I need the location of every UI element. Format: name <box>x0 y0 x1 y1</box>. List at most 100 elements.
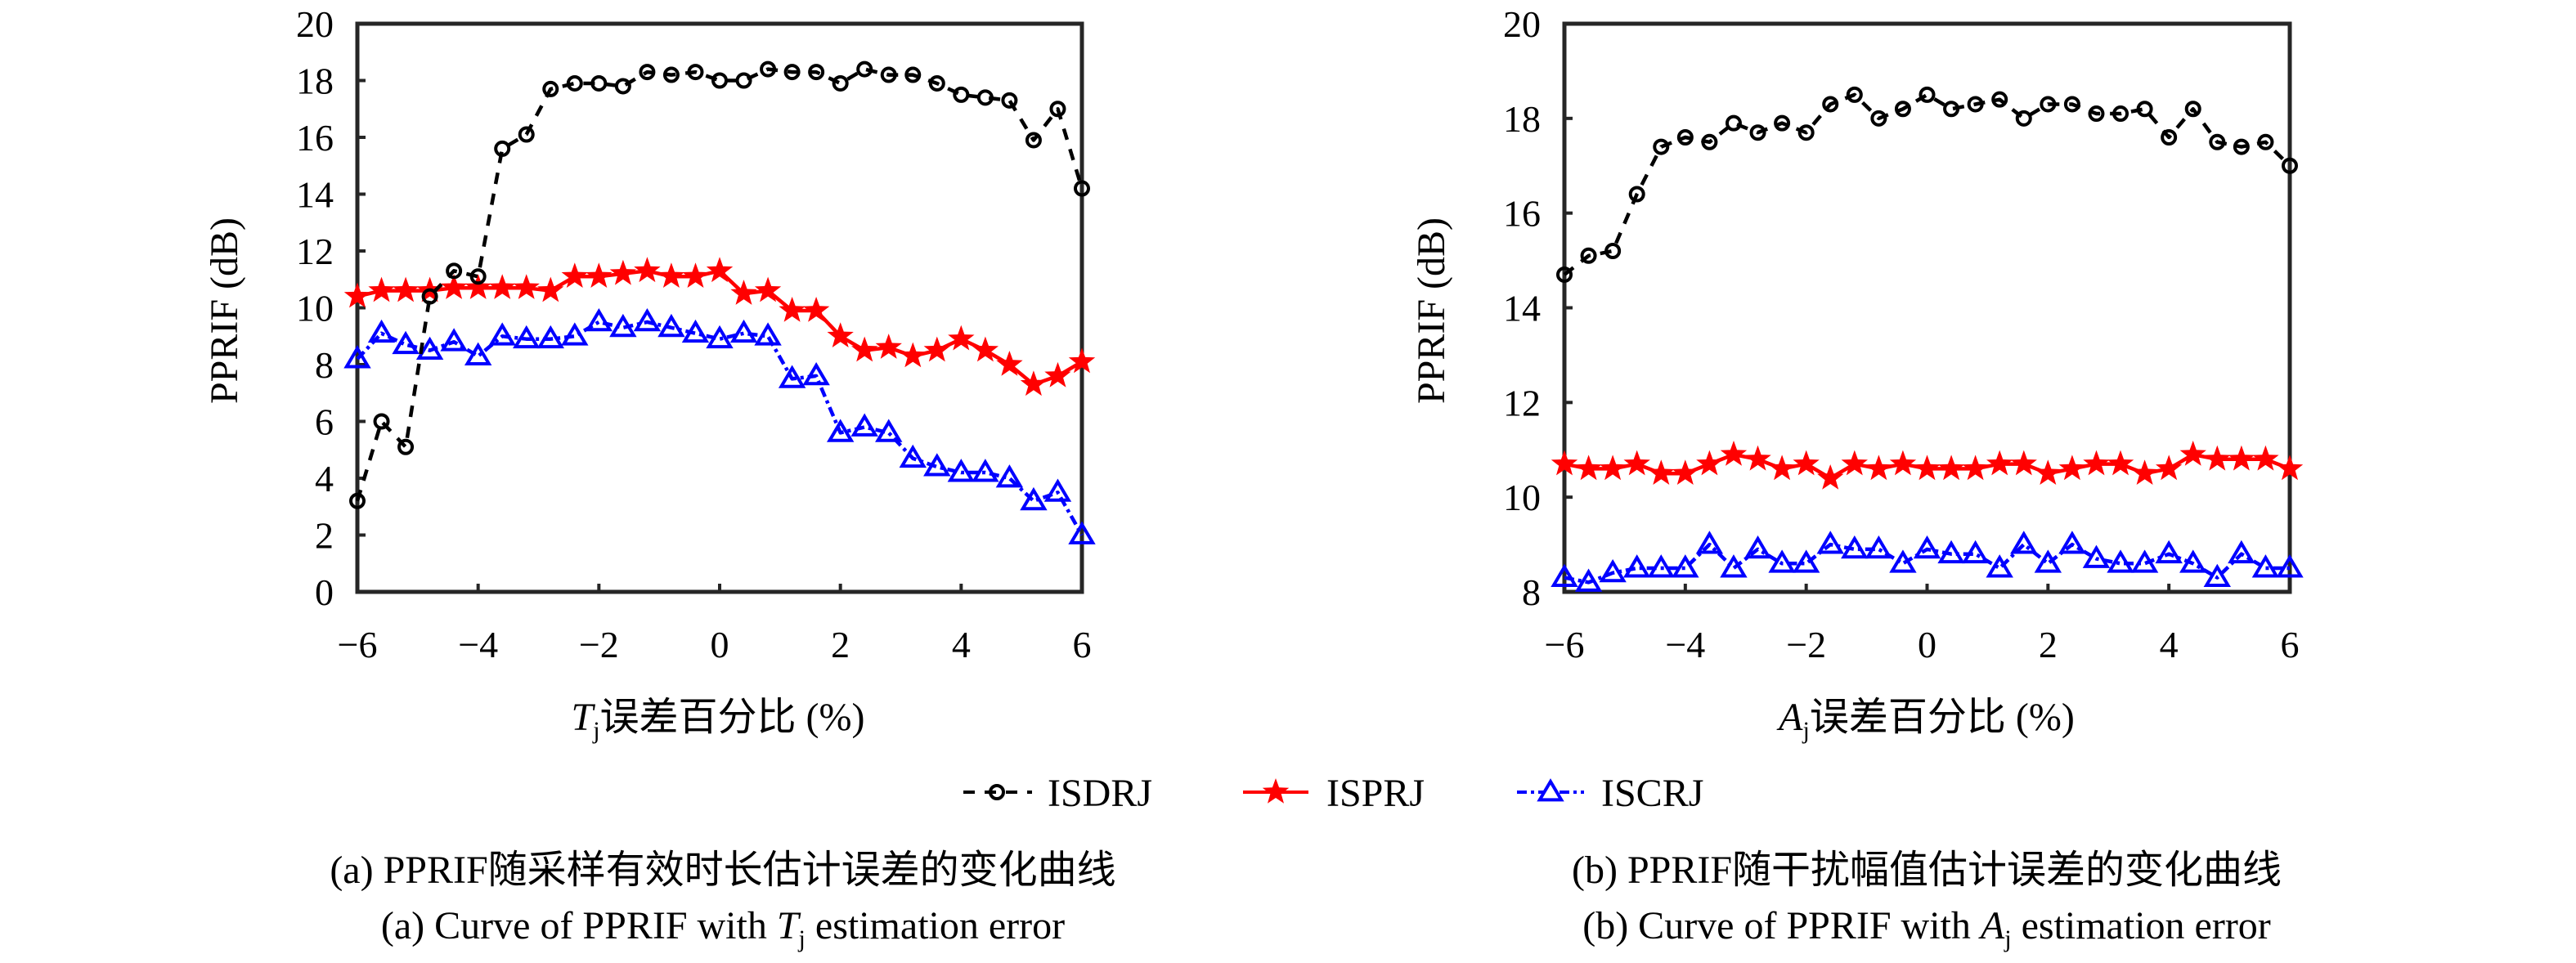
panel-b-point-isdrj <box>1556 266 1573 283</box>
panel-a-point-isdrj <box>1049 101 1066 118</box>
panel-a-xtick-label: 4 <box>952 624 971 665</box>
panel-a-point-isprj <box>851 336 878 362</box>
panel-b-point-isprj <box>1600 455 1627 481</box>
panel-a-point-iscrj <box>802 362 830 386</box>
panel-b-point-isprj <box>2083 450 2110 476</box>
panel-b-xtick-label: −2 <box>1786 624 1826 665</box>
panel-a-point-iscrj <box>1020 486 1048 511</box>
panel-a-point-isdrj <box>349 492 366 509</box>
panel-a-point-isprj <box>513 274 540 299</box>
panel-b-caption-en-sub: j <box>2004 925 2011 952</box>
panel-a-point-iscrj <box>706 325 734 349</box>
panel-a-ytick-label: 8 <box>315 344 334 386</box>
panel-b-point-isdrj <box>1580 247 1597 264</box>
panel-a-point-isprj <box>900 342 927 368</box>
panel-a-point-iscrj <box>657 313 685 338</box>
panel-a-series-isdrj <box>349 60 1090 509</box>
panel-a-point-iscrj <box>536 325 564 349</box>
panel-b-point-isdrj <box>1628 186 1645 203</box>
panel-b-point-isprj <box>1962 455 1989 481</box>
panel-a-caption-en-sub: j <box>798 925 806 952</box>
panel-b-line-iscrj <box>1564 542 2290 585</box>
panel-b-point-iscrj <box>2228 540 2255 564</box>
panel-b-point-isprj <box>1841 450 1868 476</box>
panel-a-xtick-label: −2 <box>579 624 619 665</box>
panel-a-point-iscrj <box>899 444 927 468</box>
panel-b-caption-en-var: A <box>1978 904 2005 947</box>
panel-a-point-isprj <box>561 262 588 288</box>
panel-b-point-isdrj <box>1870 110 1887 127</box>
panel-b-point-isdrj <box>2233 138 2250 155</box>
legend-isdrj-marker <box>989 784 1005 800</box>
panel-b-point-isprj <box>1744 445 1771 471</box>
panel-a-point-isdrj <box>953 86 970 103</box>
panel-a-point-isdrj <box>904 66 922 83</box>
panel-b-point-isprj <box>1720 441 1748 466</box>
panel-b-point-iscrj <box>2107 549 2134 573</box>
panel-a-point-iscrj <box>826 419 855 442</box>
panel-a-xtick-label: 0 <box>711 624 729 665</box>
panel-b-point-iscrj <box>2203 563 2232 588</box>
panel-a-point-isdrj <box>469 268 487 285</box>
legend: ISDRJ ISPRJ ISCRJ <box>962 772 1703 815</box>
legend-item-isdrj: ISDRJ <box>962 772 1152 815</box>
panel-b-point-isprj <box>1914 455 1941 481</box>
panel-b-point-isdrj <box>1846 86 1863 103</box>
panel-a-point-isdrj <box>760 60 777 78</box>
panel-b-xtick-label: −4 <box>1665 624 1705 665</box>
panel-b-point-isprj <box>1889 450 1917 476</box>
panel-b-point-isdrj <box>1701 133 1718 150</box>
panel-a-point-iscrj <box>947 459 976 482</box>
panel-b-ylabel: PPRIF (dB) <box>1410 217 1453 404</box>
panel-b-point-isdrj <box>2112 105 2129 123</box>
panel-a-line-isdrj <box>355 67 1084 502</box>
panel-a-point-isdrj <box>397 438 415 455</box>
panel-a-ytick-label: 2 <box>315 515 334 557</box>
panel-b-point-iscrj <box>1816 531 1844 554</box>
panel-a-point-iscrj <box>367 319 396 343</box>
panel-b-point-isprj <box>2035 459 2062 485</box>
panel-b-series-isprj <box>1551 441 2304 490</box>
panel-b-point-isdrj <box>2015 110 2032 127</box>
panel-a-xlabel: Tj误差百分比 (%) <box>571 696 864 744</box>
panel-a-point-isdrj <box>1074 180 1090 197</box>
panel-a-point-isprj <box>464 274 491 299</box>
panel-b-point-isdrj <box>1919 86 1936 103</box>
panel-a-point-isdrj <box>639 64 656 81</box>
panel-a-point-isprj <box>682 262 709 288</box>
panel-a-ylabel: PPRIF (dB) <box>203 217 246 404</box>
panel-b-ytick-label: 8 <box>1522 571 1541 613</box>
panel-a-point-iscrj <box>488 322 516 346</box>
panel-b-point-isdrj <box>2282 157 2298 174</box>
panel-a-point-iscrj <box>392 330 420 355</box>
panel-b-xtick-label: 6 <box>2281 624 2300 665</box>
panel-a-point-isdrj <box>614 78 631 95</box>
panel-a-point-isdrj <box>711 72 728 89</box>
panel-a-point-iscrj <box>850 413 878 437</box>
panel-a-xtick-label: 6 <box>1073 624 1092 665</box>
panel-a-point-isprj <box>754 276 782 302</box>
panel-a-xlabel-var: T <box>571 696 595 739</box>
panel-a-point-isdrj <box>662 66 680 83</box>
panel-a-caption-en-prefix: (a) Curve of PPRIF with <box>381 904 777 947</box>
legend-item-iscrj: ISCRJ <box>1517 772 1703 815</box>
panel-a-point-iscrj <box>561 322 589 346</box>
panel-b-point-iscrj <box>1961 540 1990 564</box>
panel-b-point-iscrj <box>2251 554 2280 578</box>
panel-a-point-iscrj <box>609 313 637 338</box>
panel-b-point-isdrj <box>1797 124 1815 141</box>
panel-a-xtick-label: 2 <box>831 624 850 665</box>
panel-b-point-isprj <box>1986 450 2013 476</box>
panel-b-point-iscrj <box>2082 544 2111 568</box>
panel-b-point-isprj <box>1672 459 1699 485</box>
panel-b-point-iscrj <box>2034 549 2062 573</box>
panel-a-point-iscrj <box>1068 521 1096 544</box>
panel-b-point-iscrj <box>2058 531 2086 554</box>
panel-b-point-isdrj <box>1943 101 1960 118</box>
panel-b-axes-frame <box>1562 21 2292 594</box>
panel-a-point-isprj <box>827 322 854 347</box>
panel-a-caption-cn: (a) PPRIF随采样有效时长估计误差的变化曲线 <box>330 849 1115 892</box>
panel-b-point-isdrj <box>2161 129 2178 146</box>
panel-a-point-isprj <box>343 282 371 308</box>
panel-a-point-isdrj <box>687 64 704 81</box>
